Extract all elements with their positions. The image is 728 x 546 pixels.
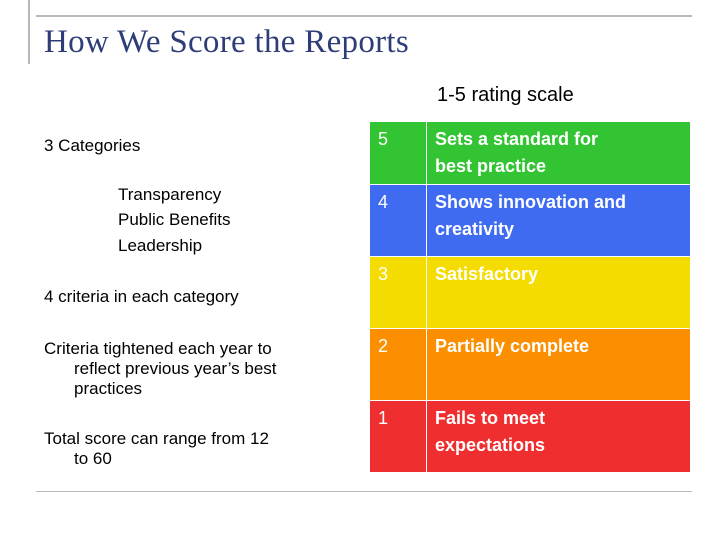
rating-description: Satisfactory	[426, 256, 691, 329]
total-score-line-2: to 60	[74, 449, 112, 468]
rating-row: 3 Satisfactory	[369, 256, 691, 329]
criteria-tightened-line-2: reflect previous year’s best	[74, 359, 277, 378]
rating-description-line-1: Partially complete	[435, 336, 590, 356]
rating-description-line-2: expectations	[435, 435, 546, 455]
rating-description-line-1: Sets a standard for	[435, 129, 599, 149]
total-score-text: Total score can range from 12 to 60	[44, 429, 349, 469]
criteria-tightened-line-3: practices	[74, 379, 143, 398]
criteria-tightened-line-1: Criteria tightened each year to	[44, 339, 272, 358]
rating-description: Fails to meet expectations	[426, 400, 691, 473]
rating-description: Shows innovation and creativity	[426, 184, 691, 257]
total-score-line-1: Total score can range from 12	[44, 429, 269, 448]
category-transparency: Transparency	[118, 185, 222, 204]
category-leadership: Leadership	[118, 236, 203, 255]
rating-description-line-2: creativity	[435, 219, 515, 239]
slide-bottom-rule	[36, 491, 692, 492]
rating-score: 4	[369, 184, 427, 257]
criteria-tightened-text: Criteria tightened each year to reflect …	[44, 339, 349, 399]
slide-title: How We Score the Reports	[44, 24, 410, 60]
rating-description-line-1: Shows innovation and	[435, 192, 627, 212]
rating-description-line-2: best practice	[435, 156, 547, 176]
rating-description-line-1: Fails to meet	[435, 408, 546, 428]
rating-scale-table: 5 Sets a standard for best practice 4 Shows …	[369, 121, 691, 473]
rating-scale-caption: 1-5 rating scale	[437, 84, 574, 106]
rating-description-line-1: Satisfactory	[435, 264, 539, 284]
rating-description: Sets a standard for best practice	[426, 121, 691, 185]
rating-row: 1 Fails to meet expectations	[369, 400, 691, 473]
category-public-benefits: Public Benefits	[118, 210, 231, 229]
rating-description: Partially complete	[426, 328, 691, 401]
rating-score: 2	[369, 328, 427, 401]
rating-score: 1	[369, 400, 427, 473]
categories-heading: 3 Categories	[44, 136, 141, 155]
rating-score: 5	[369, 121, 427, 185]
slide-left-rule	[28, 0, 30, 64]
slide-top-rule	[36, 15, 692, 17]
criteria-count-text: 4 criteria in each category	[44, 287, 239, 306]
rating-score: 3	[369, 256, 427, 329]
rating-row: 5 Sets a standard for best practice	[369, 121, 691, 185]
rating-row: 2 Partially complete	[369, 328, 691, 401]
rating-row: 4 Shows innovation and creativity	[369, 184, 691, 257]
